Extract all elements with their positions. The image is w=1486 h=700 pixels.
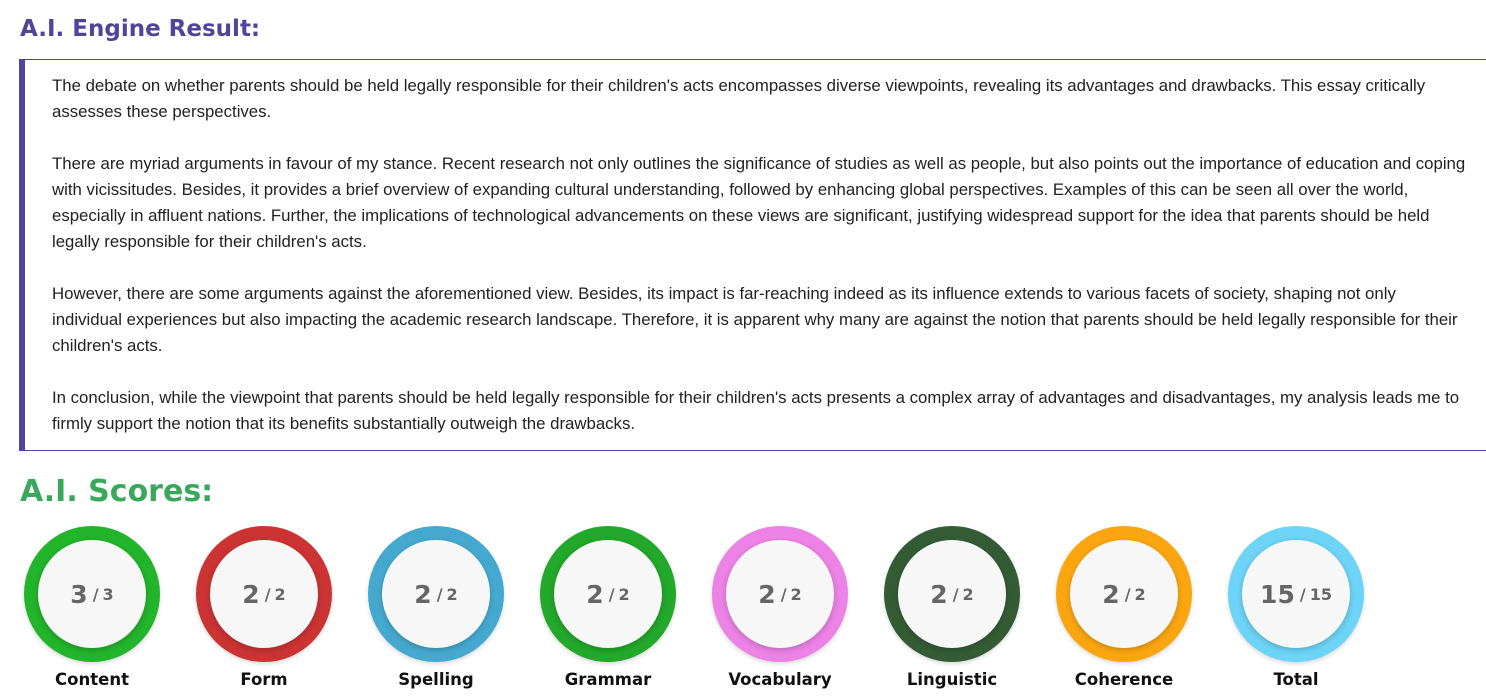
score-item: 2/2 Form xyxy=(178,526,350,689)
score-max: 2 xyxy=(1134,584,1146,604)
score-value: 2 xyxy=(586,579,604,609)
score-value: 2 xyxy=(414,579,432,609)
score-label: Spelling xyxy=(398,670,474,689)
paragraph: In conclusion, while the viewpoint that … xyxy=(52,388,1460,433)
score-separator: / xyxy=(952,584,959,604)
score-center: 2/2 xyxy=(554,540,662,648)
score-ring: 2/2 xyxy=(368,526,504,662)
score-value: 3 xyxy=(70,579,88,609)
score-value: 2 xyxy=(758,579,776,609)
paragraph: There are myriad arguments in favour of … xyxy=(52,154,1466,251)
score-center: 2/2 xyxy=(382,540,490,648)
score-label: Content xyxy=(55,670,129,689)
score-ring: 2/2 xyxy=(196,526,332,662)
score-max: 2 xyxy=(618,584,630,604)
score-item: 2/2 Grammar xyxy=(522,526,694,689)
score-label: Coherence xyxy=(1074,670,1174,689)
score-separator: / xyxy=(92,584,99,604)
paragraph: However, there are some arguments agains… xyxy=(52,284,1458,355)
score-item: 2/2 Linguistic xyxy=(866,526,1038,689)
score-item: 2/2 Spelling xyxy=(350,526,522,689)
score-item: 2/2 Coherence xyxy=(1038,526,1210,689)
score-label: Vocabulary xyxy=(728,670,832,689)
score-ring: 2/2 xyxy=(712,526,848,662)
score-ring: 2/2 xyxy=(1056,526,1192,662)
score-max: 2 xyxy=(962,584,974,604)
paragraph: The debate on whether parents should be … xyxy=(52,76,1426,121)
score-center: 2/2 xyxy=(726,540,834,648)
score-separator: / xyxy=(264,584,271,604)
score-ring: 15/15 xyxy=(1228,526,1364,662)
score-center: 2/2 xyxy=(898,540,1006,648)
score-center: 3/3 xyxy=(38,540,146,648)
score-center: 15/15 xyxy=(1242,540,1350,648)
score-value: 2 xyxy=(930,579,948,609)
score-ring: 2/2 xyxy=(540,526,676,662)
score-separator: / xyxy=(1124,584,1131,604)
score-ring: 3/3 xyxy=(24,526,160,662)
score-max: 2 xyxy=(274,584,286,604)
essay-box: The debate on whether parents should be … xyxy=(19,59,1486,451)
score-value: 2 xyxy=(1102,579,1120,609)
score-separator: / xyxy=(1299,584,1306,604)
score-label: Form xyxy=(240,670,288,689)
score-value: 2 xyxy=(242,579,260,609)
score-value: 15 xyxy=(1260,579,1295,609)
score-item: 2/2 Vocabulary xyxy=(694,526,866,689)
section-title: A.I. Engine Result: xyxy=(20,16,261,42)
score-max: 2 xyxy=(790,584,802,604)
score-max: 3 xyxy=(102,584,114,604)
score-item: 15/15 Total xyxy=(1210,526,1382,689)
score-separator: / xyxy=(436,584,443,604)
score-separator: / xyxy=(780,584,787,604)
score-max: 2 xyxy=(446,584,458,604)
score-ring: 2/2 xyxy=(884,526,1020,662)
section-title: A.I. Scores: xyxy=(20,474,214,509)
score-separator: / xyxy=(608,584,615,604)
score-label: Total xyxy=(1273,670,1319,689)
score-label: Grammar xyxy=(564,670,652,689)
score-center: 2/2 xyxy=(1070,540,1178,648)
score-center: 2/2 xyxy=(210,540,318,648)
score-label: Linguistic xyxy=(906,670,998,689)
score-item: 3/3 Content xyxy=(6,526,178,689)
score-max: 15 xyxy=(1309,584,1332,604)
